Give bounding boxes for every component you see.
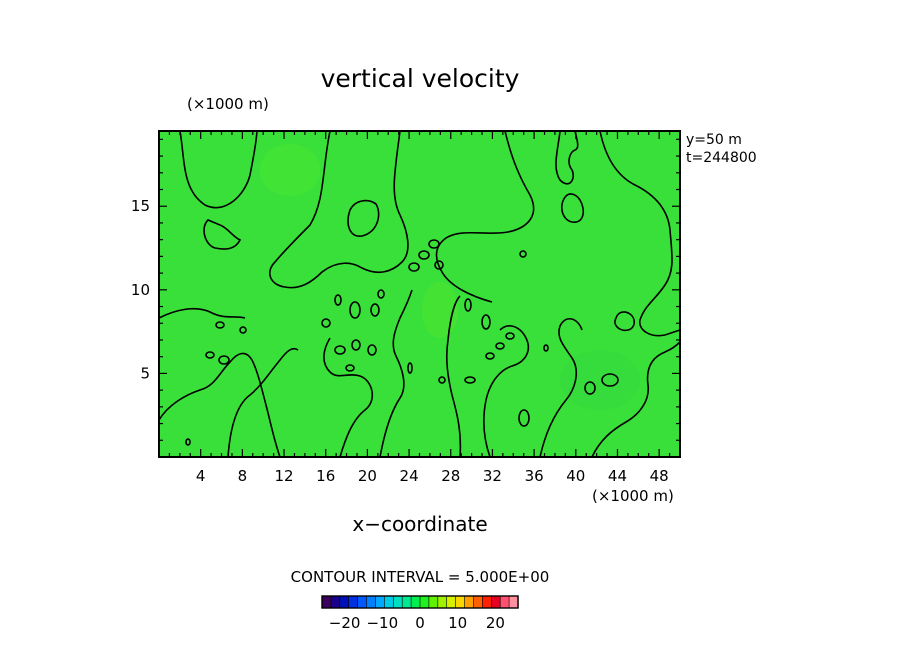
x-tick-label: 12: [274, 467, 293, 485]
info-time: t=244800: [686, 150, 757, 166]
colorbar-swatch: [401, 595, 412, 609]
colorbar-swatch: [384, 595, 394, 609]
x-tick-label: 36: [525, 467, 544, 485]
x-tick-label: 28: [441, 467, 460, 485]
field-patch: [560, 350, 640, 410]
contour-interval-label: CONTOUR INTERVAL = 5.000E+00: [291, 568, 550, 586]
colorbar-swatch: [428, 595, 439, 609]
field-patch: [260, 144, 320, 196]
colorbar-swatch: [490, 595, 501, 609]
colorbar-swatch: [437, 595, 448, 609]
y-axis: 5 10 15: [131, 138, 680, 441]
colorbar-tick-labels: −20 −10 0 10 20: [329, 614, 505, 632]
x-unit-label: (×1000 m): [592, 487, 674, 505]
colorbar-tick-label: 0: [415, 614, 425, 632]
y-tick-label: 10: [131, 281, 150, 299]
y-tick-label: 15: [131, 197, 150, 215]
colorbar-swatch: [455, 595, 466, 609]
x-tick-label: 8: [238, 467, 248, 485]
plot-area: [159, 131, 680, 457]
colorbar-swatch: [330, 595, 341, 609]
colorbar-swatch: [392, 595, 403, 609]
field-patch: [422, 282, 458, 338]
info-y-position: y=50 m: [686, 132, 742, 148]
colorbar-swatch: [464, 595, 475, 609]
colorbar-swatch: [473, 595, 483, 609]
colorbar-swatch: [446, 595, 457, 609]
colorbar-swatch: [321, 595, 332, 609]
contour-lines: [158, 130, 681, 458]
colorbar-tick-label: 20: [486, 614, 505, 632]
x-tick-label: 24: [400, 467, 419, 485]
x-tick-label: 32: [483, 467, 502, 485]
colorbar-swatch: [499, 595, 510, 609]
colorbar-frame: [321, 595, 519, 609]
y-tick-label: 5: [140, 364, 150, 382]
colorbar-swatch: [419, 595, 430, 609]
y-unit-label: (×1000 m): [187, 95, 269, 113]
x-tick-label: 44: [608, 467, 627, 485]
colorbar-tick-label: −20: [329, 614, 361, 632]
colorbar-swatch: [339, 595, 350, 609]
chart-title: vertical velocity: [321, 64, 520, 93]
x-axis: 4 8 12 16 20 24 28 32 36 40 44 48: [168, 131, 671, 485]
colorbar-swatch: [482, 595, 492, 609]
colorbar-tick-label: −10: [366, 614, 398, 632]
colorbar-swatch: [348, 595, 359, 609]
colorbar-swatch: [366, 595, 377, 609]
colorbar-swatch: [508, 595, 519, 609]
x-tick-label: 4: [196, 467, 206, 485]
x-tick-label: 20: [358, 467, 377, 485]
x-tick-label: 16: [316, 467, 335, 485]
x-tick-label: 48: [650, 467, 669, 485]
colorbar-swatch: [357, 595, 368, 609]
x-tick-label: 40: [566, 467, 585, 485]
colorbar-tick-label: 10: [448, 614, 467, 632]
colorbar-swatch: [375, 595, 385, 609]
colorbar-swatch: [410, 595, 421, 609]
colorbar: [321, 595, 519, 609]
x-axis-label: x−coordinate: [352, 512, 487, 536]
